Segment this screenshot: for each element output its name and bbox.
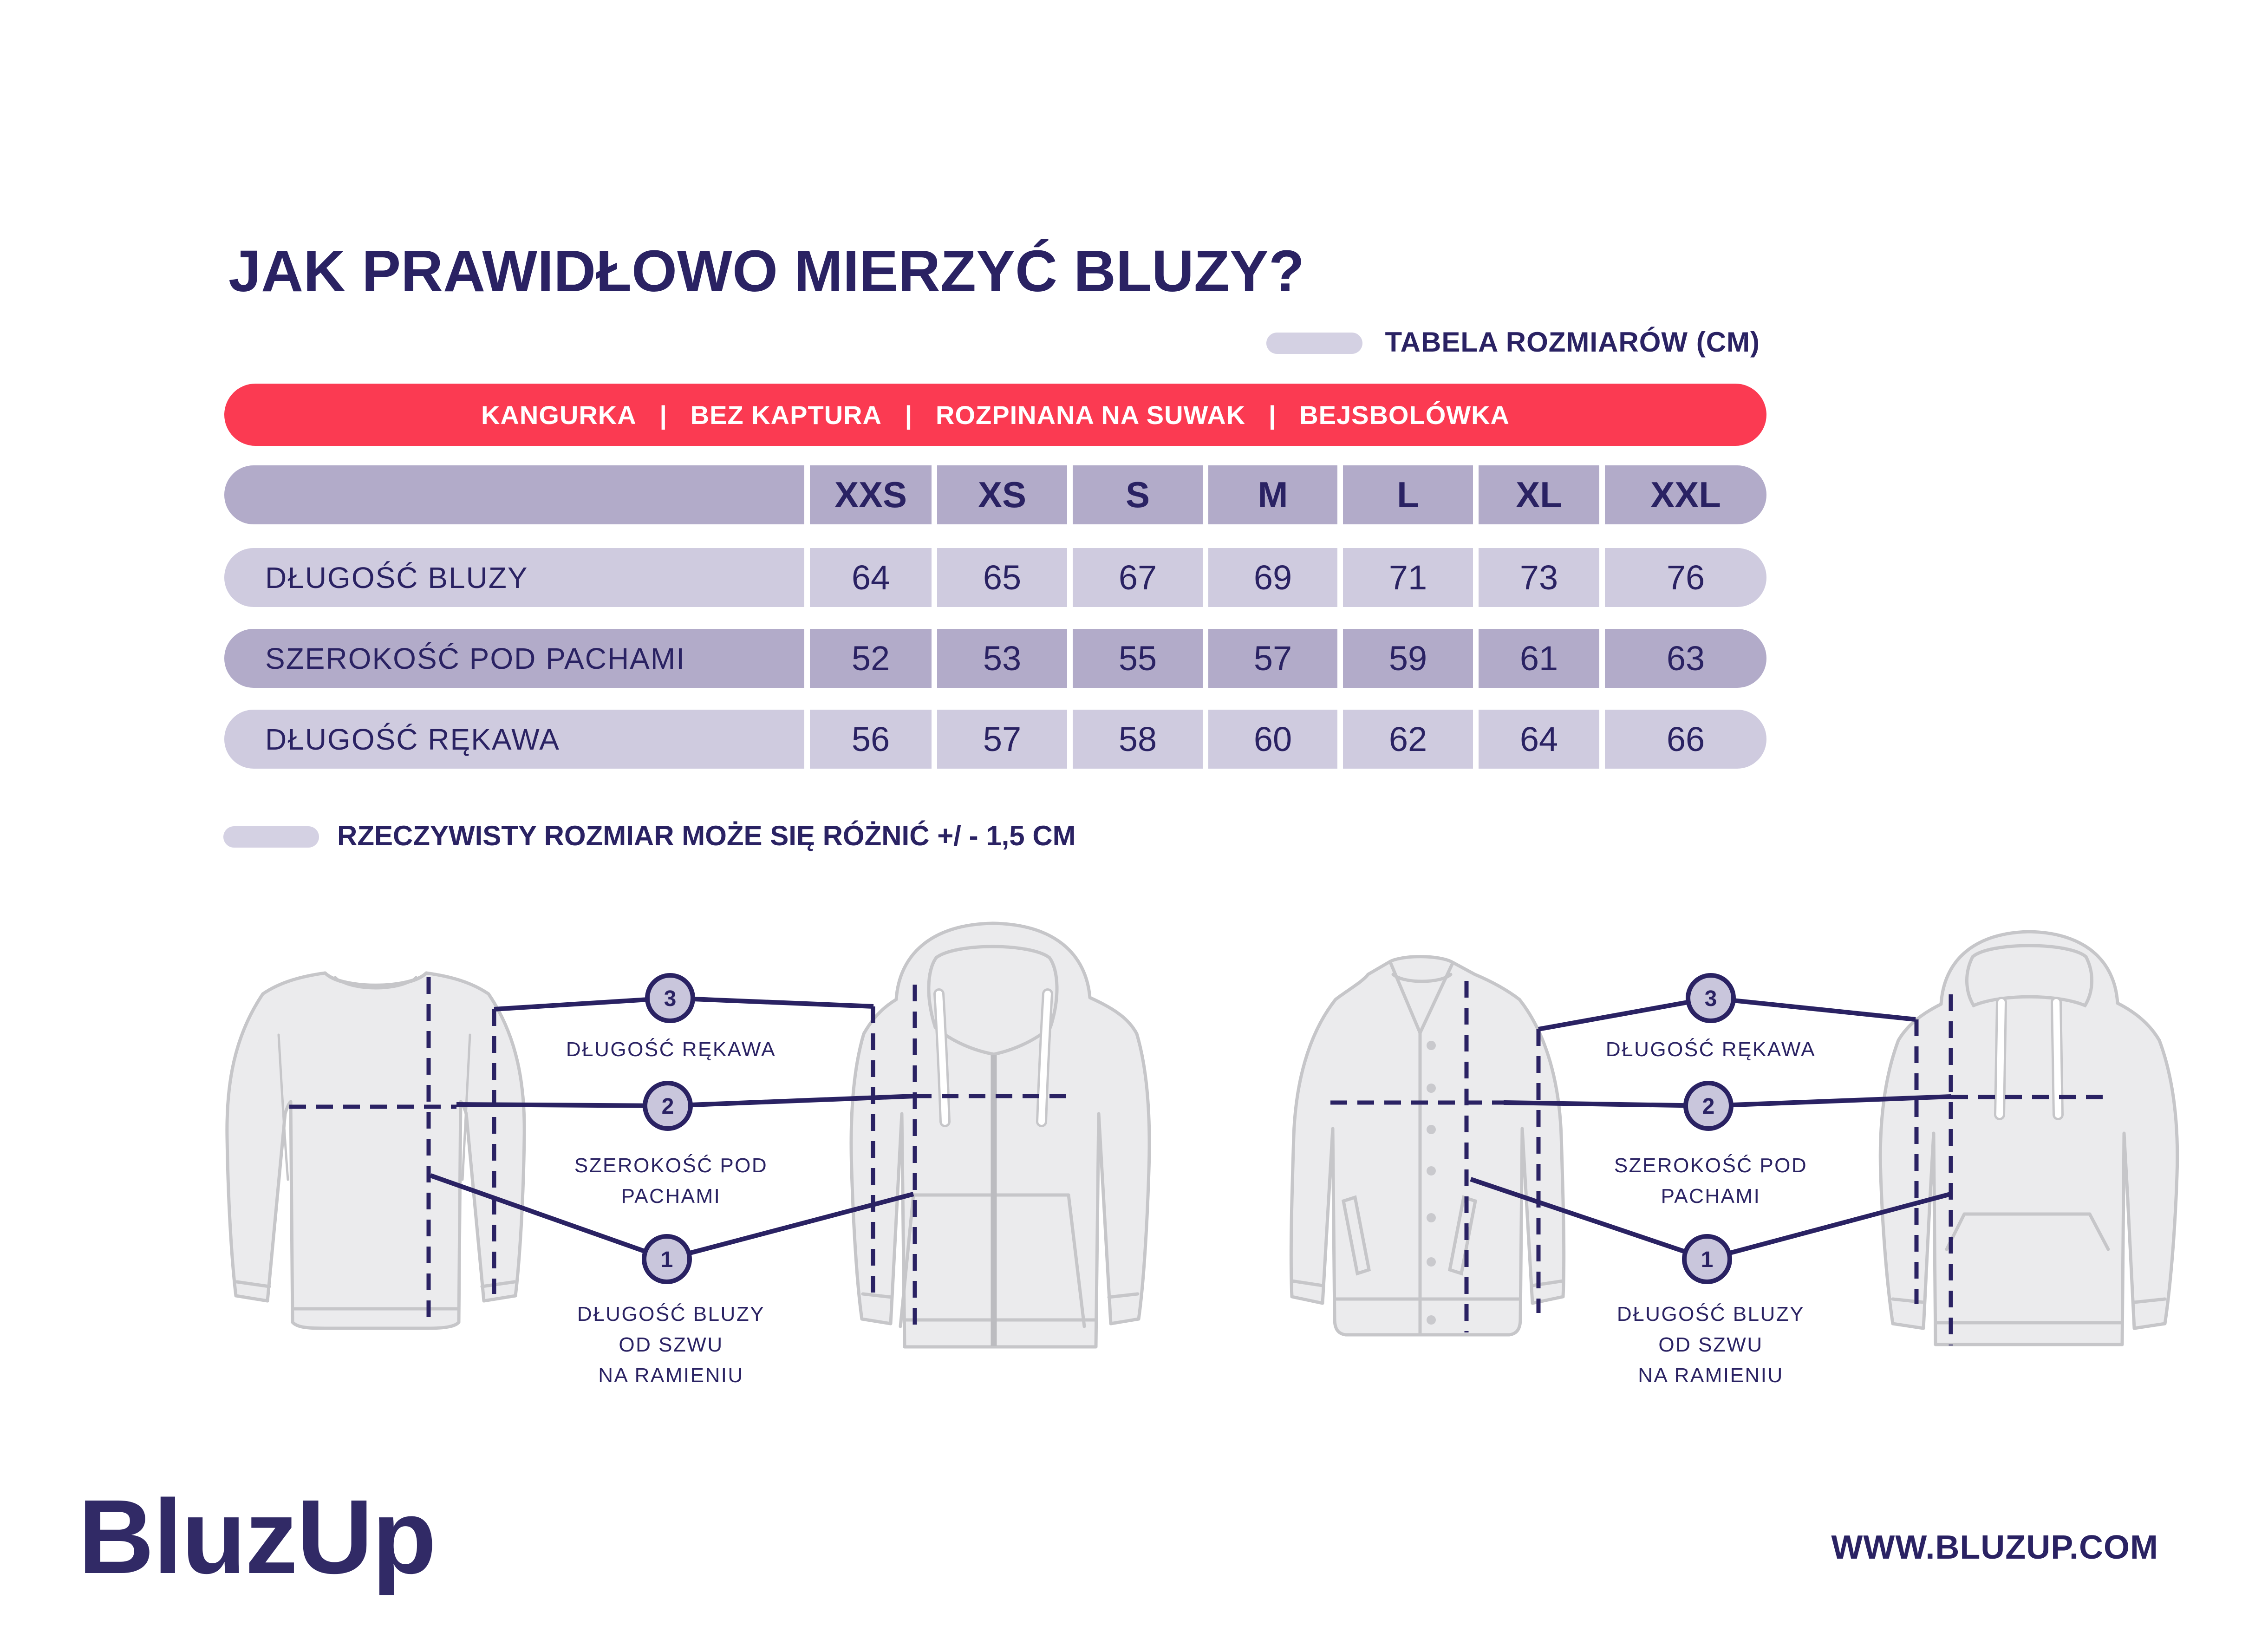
svg-text:2: 2 <box>1702 1094 1715 1119</box>
svg-text:1: 1 <box>661 1247 673 1272</box>
svg-text:3: 3 <box>664 986 677 1011</box>
svg-text:1: 1 <box>1701 1247 1714 1272</box>
svg-text:2: 2 <box>662 1094 674 1119</box>
svg-text:3: 3 <box>1705 986 1717 1011</box>
